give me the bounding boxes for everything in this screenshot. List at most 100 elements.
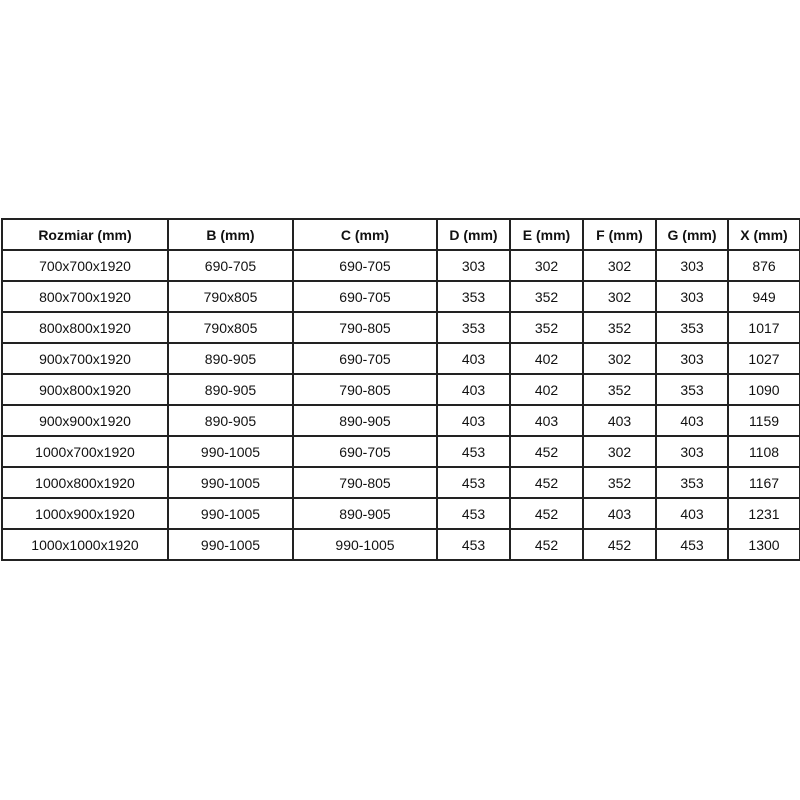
table-cell: 303 [655,249,729,282]
table-cell: 452 [509,466,584,499]
table-row: 1000x1000x1920 990-1005 990-1005 453 452 452 4… [1,528,800,561]
table-cell: 890-905 [292,404,438,437]
table-cell: 352 [582,373,657,406]
table-cell: 1167 [727,466,800,499]
table-cell: 890-905 [167,373,294,406]
table-cell: 303 [436,249,511,282]
table-cell: 1000x700x1920 [1,435,169,468]
table-cell: 453 [436,435,511,468]
table-cell: 876 [727,249,800,282]
table-cell: 353 [436,311,511,344]
table-cell: 302 [582,342,657,375]
table-cell: 790x805 [167,280,294,313]
table-row: 900x800x1920 890-905 790-805 403 402 352 353 10… [1,373,800,406]
table-cell: 402 [509,342,584,375]
table-cell: 352 [509,311,584,344]
column-header: Rozmiar (mm) [1,218,169,251]
table-cell: 690-705 [167,249,294,282]
column-header: E (mm) [509,218,584,251]
table-cell: 353 [655,311,729,344]
table-cell: 452 [509,497,584,530]
table-cell: 900x900x1920 [1,404,169,437]
table-cell: 690-705 [292,280,438,313]
table-row: 700x700x1920 690-705 690-705 303 302 302 303 87… [1,249,800,282]
table-cell: 353 [655,373,729,406]
table-cell: 690-705 [292,249,438,282]
table-cell: 353 [436,280,511,313]
table-cell: 303 [655,342,729,375]
table-cell: 453 [436,466,511,499]
table-cell: 402 [509,373,584,406]
table-cell: 1090 [727,373,800,406]
table-cell: 690-705 [292,342,438,375]
column-header: D (mm) [436,218,511,251]
table-cell: 790-805 [292,311,438,344]
table-cell: 790x805 [167,311,294,344]
table-row: 1000x900x1920 990-1005 890-905 453 452 403 403… [1,497,800,530]
table-cell: 1159 [727,404,800,437]
table-row: 900x700x1920 890-905 690-705 403 402 302 303 10… [1,342,800,375]
table-cell: 352 [582,466,657,499]
table-cell: 302 [582,249,657,282]
table-cell: 453 [436,528,511,561]
column-header: F (mm) [582,218,657,251]
table-cell: 800x800x1920 [1,311,169,344]
table-cell: 949 [727,280,800,313]
table-cell: 453 [655,528,729,561]
table-cell: 890-905 [167,404,294,437]
table-cell: 302 [509,249,584,282]
table-cell: 800x700x1920 [1,280,169,313]
table-cell: 352 [509,280,584,313]
table-row: 800x700x1920 790x805 690-705 353 352 302 303 94… [1,280,800,313]
table-cell: 1000x800x1920 [1,466,169,499]
table-cell: 403 [436,404,511,437]
table-cell: 403 [436,342,511,375]
table-cell: 990-1005 [292,528,438,561]
column-header: C (mm) [292,218,438,251]
table-cell: 352 [582,311,657,344]
table-cell: 452 [509,435,584,468]
table-cell: 403 [655,404,729,437]
table-cell: 1000x1000x1920 [1,528,169,561]
table-cell: 900x800x1920 [1,373,169,406]
column-header: B (mm) [167,218,294,251]
table-cell: 990-1005 [167,435,294,468]
table-row: 1000x800x1920 990-1005 790-805 453 452 352 353… [1,466,800,499]
table-cell: 990-1005 [167,497,294,530]
column-header: G (mm) [655,218,729,251]
table-cell: 303 [655,435,729,468]
table-cell: 452 [509,528,584,561]
table-cell: 1027 [727,342,800,375]
table-cell: 690-705 [292,435,438,468]
table-cell: 403 [509,404,584,437]
table-cell: 890-905 [167,342,294,375]
table-cell: 353 [655,466,729,499]
table-cell: 453 [436,497,511,530]
table-cell: 403 [582,497,657,530]
table-cell: 1017 [727,311,800,344]
table-row: 900x900x1920 890-905 890-905 403 403 403 403 11… [1,404,800,437]
table-cell: 452 [582,528,657,561]
table-cell: 1300 [727,528,800,561]
table-cell: 403 [436,373,511,406]
table-cell: 700x700x1920 [1,249,169,282]
table-cell: 900x700x1920 [1,342,169,375]
table-cell: 1000x900x1920 [1,497,169,530]
table-cell: 790-805 [292,373,438,406]
table-cell: 403 [582,404,657,437]
table-cell: 790-805 [292,466,438,499]
table-row: 1000x700x1920 990-1005 690-705 453 452 302 303… [1,435,800,468]
dimensions-table: Rozmiar (mm) B (mm) C (mm) D (mm) E (mm) F (m… [1,218,800,561]
column-header: X (mm) [727,218,800,251]
table-cell: 302 [582,280,657,313]
table-cell: 303 [655,280,729,313]
table-cell: 890-905 [292,497,438,530]
table-cell: 1231 [727,497,800,530]
table-cell: 403 [655,497,729,530]
table-cell: 1108 [727,435,800,468]
table-cell: 990-1005 [167,466,294,499]
header-row: Rozmiar (mm) B (mm) C (mm) D (mm) E (mm) F (m… [1,218,800,251]
table-cell: 990-1005 [167,528,294,561]
table-cell: 302 [582,435,657,468]
table-row: 800x800x1920 790x805 790-805 353 352 352 353 10… [1,311,800,344]
